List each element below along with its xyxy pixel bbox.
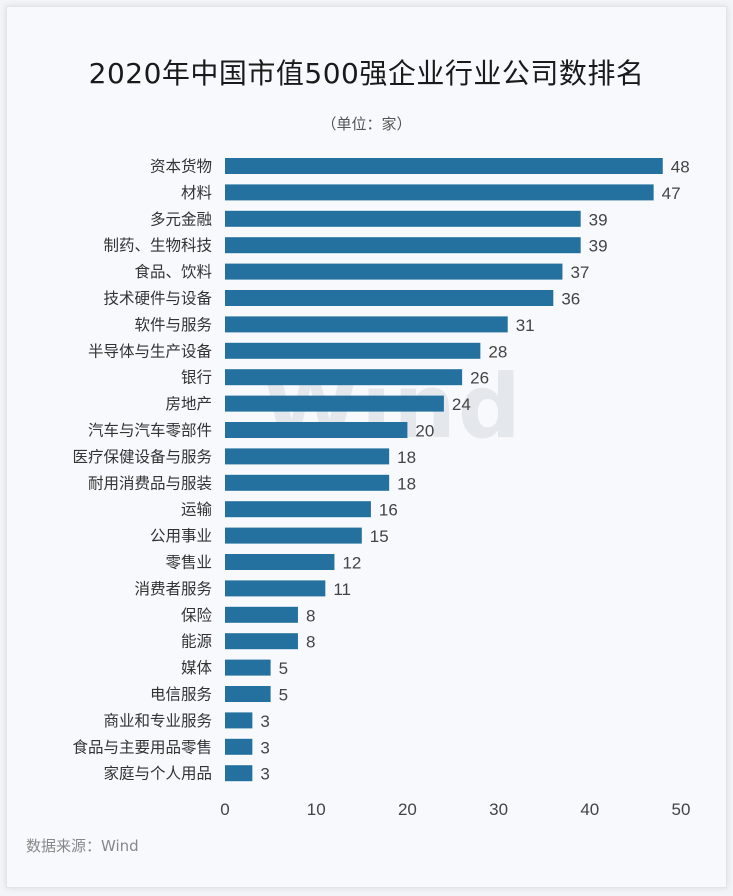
category-label: 保险 (181, 606, 213, 624)
value-label: 18 (397, 474, 416, 493)
value-label: 8 (306, 606, 315, 625)
category-label: 房地产 (165, 395, 212, 413)
value-label: 24 (452, 395, 471, 414)
value-label: 3 (260, 712, 269, 731)
bar (225, 633, 298, 650)
bar (225, 184, 654, 201)
value-label: 12 (342, 554, 361, 573)
bar (225, 263, 563, 280)
value-label: 5 (279, 659, 288, 678)
bar (225, 369, 463, 386)
bar (225, 474, 390, 491)
category-label: 能源 (181, 633, 212, 651)
value-label: 39 (589, 210, 608, 229)
value-label: 3 (260, 765, 269, 784)
value-label: 26 (470, 369, 489, 388)
value-label: 39 (589, 237, 608, 256)
category-label: 消费者服务 (134, 580, 212, 598)
x-axis-ticks-group: 0 10 20 30 40 50 (220, 800, 690, 819)
category-label: 商业和专业服务 (103, 712, 212, 730)
value-label: 48 (671, 158, 690, 177)
bar (225, 395, 444, 412)
value-label: 3 (260, 738, 269, 757)
value-label: 28 (488, 342, 507, 361)
value-label: 18 (397, 448, 416, 467)
value-label: 36 (561, 290, 580, 309)
bar (225, 527, 362, 544)
category-labels-group: 资本货物材料多元金融制药、生物科技食品、饮料技术硬件与设备软件与服务半导体与生产… (72, 158, 212, 783)
value-label: 11 (333, 580, 351, 599)
category-label: 媒体 (181, 659, 213, 677)
value-label: 16 (379, 501, 398, 520)
category-label: 技术硬件与设备 (103, 290, 212, 308)
category-label: 材料 (181, 184, 212, 202)
bar (225, 686, 271, 702)
value-label: 37 (570, 263, 589, 282)
bar (225, 580, 326, 597)
bar (225, 448, 390, 465)
x-tick-label: 0 (220, 800, 229, 819)
unit-label: （单位：家） (321, 115, 412, 133)
value-label: 31 (516, 316, 535, 335)
value-label: 5 (279, 686, 288, 705)
category-label: 医疗保健设备与服务 (72, 448, 212, 466)
bar (225, 422, 408, 438)
value-label: 47 (662, 184, 681, 203)
category-label: 资本货物 (150, 158, 212, 176)
category-label: 公用事业 (150, 527, 212, 545)
x-tick-label: 20 (398, 800, 417, 819)
category-label: 电信服务 (150, 686, 212, 704)
bar (225, 342, 481, 359)
x-tick-label: 10 (307, 800, 326, 819)
x-tick-label: 30 (489, 800, 508, 819)
chart-title: 2020年中国市值500强企业行业公司数排名 (88, 57, 645, 90)
value-label: 20 (415, 422, 434, 441)
chart-card (6, 6, 727, 888)
value-labels-group: 4847393937363128262420181816151211885533… (260, 158, 689, 784)
category-label: 半导体与生产设备 (88, 342, 213, 360)
value-label: 15 (370, 527, 389, 546)
source-note: 数据来源：Wind (26, 837, 139, 855)
value-label: 8 (306, 633, 315, 652)
category-label: 汽车与汽车零部件 (88, 422, 212, 440)
category-label: 食品与主要用品零售 (72, 738, 212, 756)
category-label: 银行 (181, 369, 212, 387)
bar (225, 554, 335, 570)
bars-group (225, 158, 663, 782)
bar (225, 501, 371, 518)
x-tick-label: 50 (672, 800, 691, 819)
category-label: 制药、生物科技 (103, 237, 212, 255)
category-label: 软件与服务 (134, 316, 212, 334)
category-label: 运输 (181, 501, 213, 519)
category-label: 家庭与个人用品 (103, 765, 212, 783)
bar (225, 316, 508, 333)
category-label: 耐用消费品与服装 (88, 474, 212, 492)
category-label: 食品、饮料 (134, 263, 212, 281)
bar (225, 158, 663, 174)
x-tick-label: 40 (580, 800, 599, 819)
category-label: 多元金融 (150, 210, 212, 228)
bar (225, 738, 253, 755)
bar (225, 765, 253, 782)
category-label: 零售业 (165, 554, 212, 572)
bar (225, 659, 271, 676)
bar (225, 210, 581, 227)
bar (225, 606, 298, 623)
bar (225, 237, 581, 254)
bar (225, 290, 554, 306)
bar (225, 712, 253, 729)
